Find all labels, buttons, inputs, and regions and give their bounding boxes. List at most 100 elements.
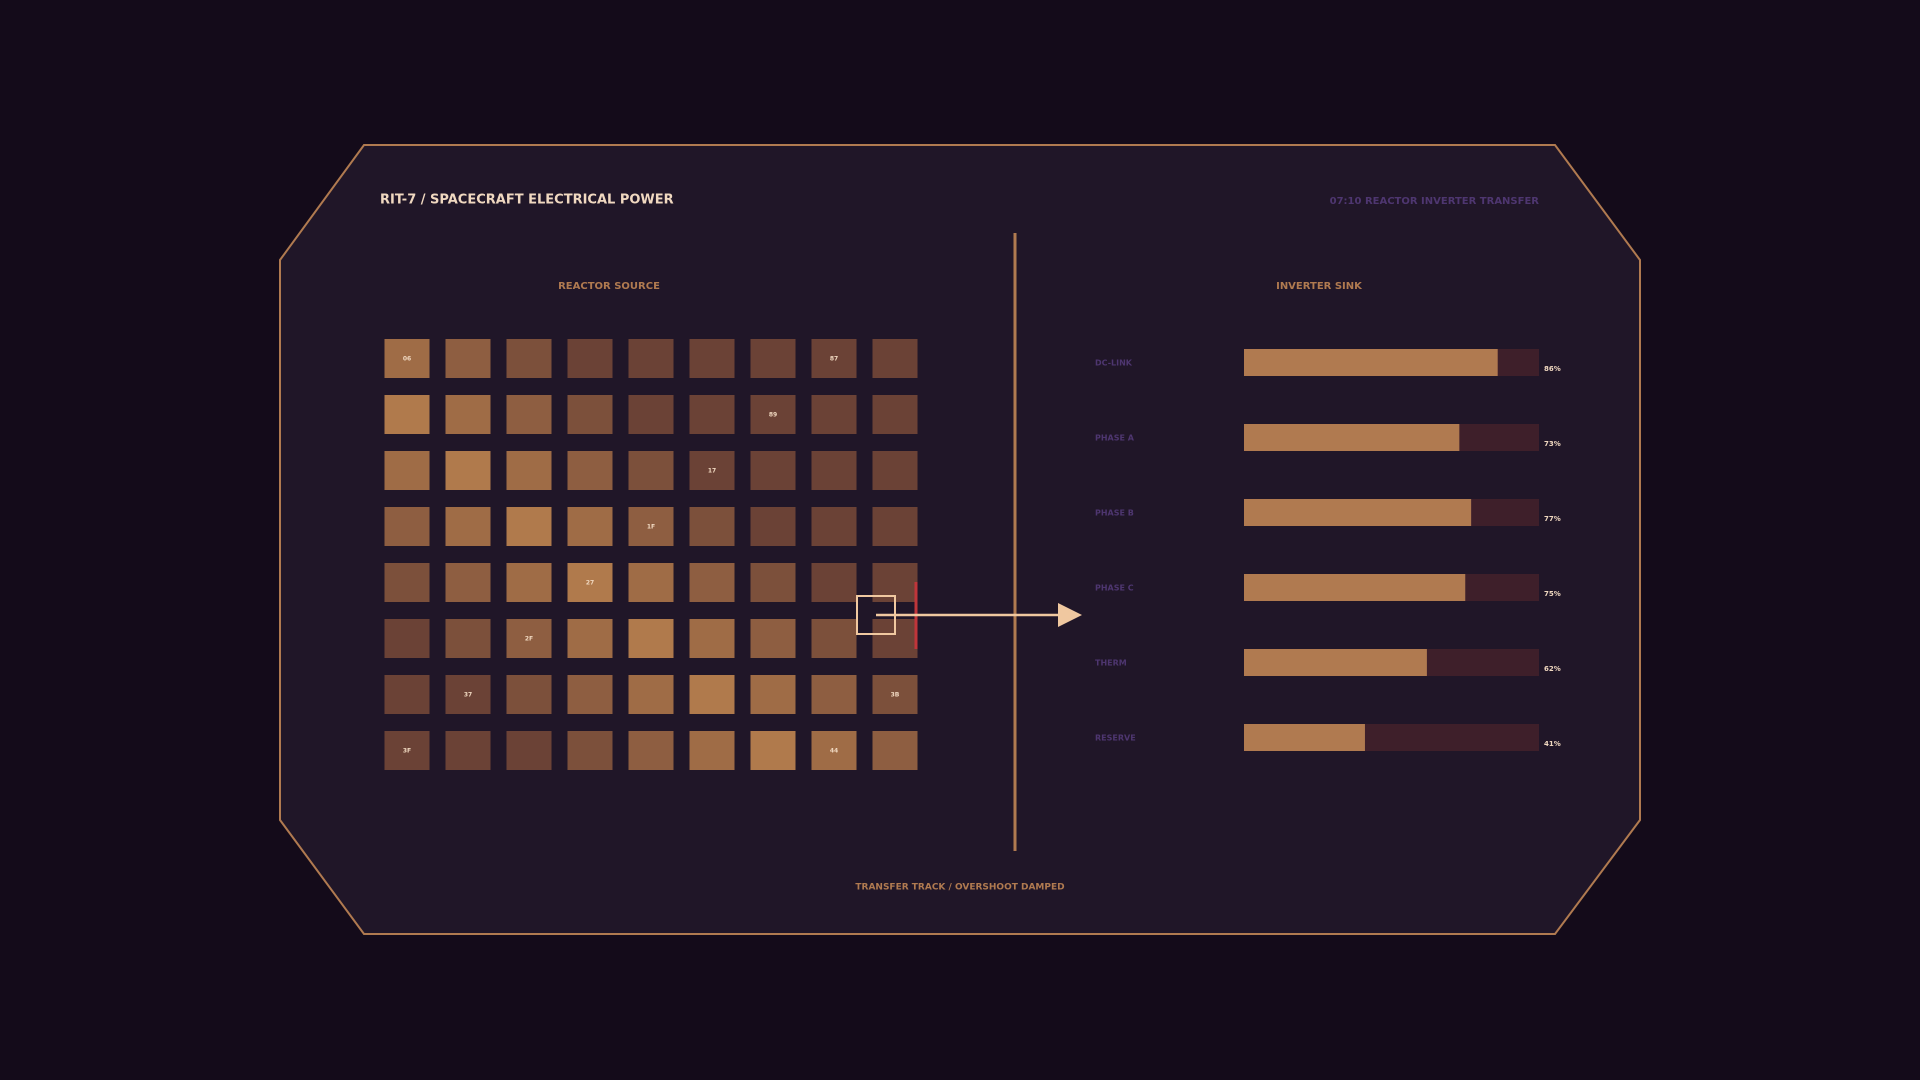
reactor-cell <box>628 731 674 770</box>
reactor-cell <box>506 675 552 714</box>
reactor-cell <box>384 339 430 378</box>
bar <box>1244 499 1472 526</box>
bar-label: PHASE C <box>1095 584 1134 593</box>
reactor-cell <box>628 675 674 714</box>
reactor-cell <box>872 395 918 434</box>
reactor-cell <box>445 507 491 546</box>
reactor-cell <box>506 339 552 378</box>
reactor-grid: 06 87 89 17 1F 27 2F 37 3B 3F 44 <box>384 339 918 770</box>
reactor-cell <box>689 675 735 714</box>
reactor-cell <box>811 563 857 602</box>
reactor-cell <box>506 731 552 770</box>
sink-title: INVERTER SINK <box>1276 281 1363 292</box>
reactor-cell <box>811 675 857 714</box>
reactor-cell <box>811 619 857 658</box>
sink-bars: DC-LINK 86% PHASE A 73% PHASE B 77% PHASE C 75%… <box>1095 349 1561 751</box>
bar <box>1244 649 1427 676</box>
cell-label: 89 <box>769 412 777 419</box>
bar <box>1244 724 1365 751</box>
value-label: 75% <box>1544 590 1561 598</box>
reactor-cell <box>445 619 491 658</box>
reactor-cell <box>689 619 735 658</box>
cell-label: 3B <box>891 692 900 699</box>
bar <box>1244 424 1460 451</box>
reactor-cell <box>872 675 918 714</box>
reactor-cell <box>567 507 613 546</box>
reactor-cell <box>628 451 674 490</box>
reactor-cell <box>567 675 613 714</box>
reactor-cell <box>384 451 430 490</box>
reactor-cell <box>628 563 674 602</box>
bar <box>1244 349 1498 376</box>
reactor-cell <box>872 339 918 378</box>
reactor-cell <box>811 451 857 490</box>
reactor-cell <box>628 619 674 658</box>
cell-label: 06 <box>403 356 411 363</box>
reactor-cell <box>384 731 430 770</box>
reactor-cell <box>445 451 491 490</box>
cell-label: 17 <box>708 468 716 475</box>
cell-label: 3F <box>403 748 411 755</box>
reactor-cell <box>506 395 552 434</box>
reactor-cell <box>689 507 735 546</box>
reactor-cell <box>384 563 430 602</box>
reactor-cell <box>689 395 735 434</box>
reactor-cell <box>872 507 918 546</box>
reactor-cell <box>384 675 430 714</box>
reactor-cell <box>689 451 735 490</box>
reactor-cell <box>567 451 613 490</box>
reactor-cell <box>445 731 491 770</box>
reactor-cell <box>506 507 552 546</box>
reactor-cell <box>689 339 735 378</box>
reactor-cell <box>445 395 491 434</box>
reactor-cell <box>811 507 857 546</box>
reactor-cell <box>750 619 796 658</box>
reactor-cell <box>811 395 857 434</box>
cell-label: 27 <box>586 580 594 587</box>
reactor-cell <box>872 731 918 770</box>
reactor-cell <box>384 507 430 546</box>
reactor-cell <box>750 395 796 434</box>
reactor-cell <box>689 731 735 770</box>
reactor-cell <box>506 563 552 602</box>
reactor-cell <box>445 563 491 602</box>
reactor-cell <box>628 395 674 434</box>
cell-label: 37 <box>464 692 472 699</box>
reactor-cell <box>567 395 613 434</box>
reactor-cell <box>750 507 796 546</box>
reactor-cell <box>567 339 613 378</box>
bar-label: RESERVE <box>1095 734 1136 743</box>
reactor-cell <box>567 731 613 770</box>
panel-title: RIT-7 / SPACECRAFT ELECTRICAL POWER <box>380 193 674 208</box>
value-label: 73% <box>1544 440 1561 448</box>
reactor-cell <box>506 619 552 658</box>
reactor-cell <box>567 563 613 602</box>
bar-label: DC-LINK <box>1095 359 1133 368</box>
cell-label: 2F <box>525 636 533 643</box>
reactor-cell <box>811 731 857 770</box>
reactor-cell <box>384 395 430 434</box>
reactor-cell <box>567 619 613 658</box>
bar-label: PHASE A <box>1095 434 1135 443</box>
reactor-cell <box>750 563 796 602</box>
reactor-cell <box>811 339 857 378</box>
reactor-cell <box>750 339 796 378</box>
reactor-cell <box>689 563 735 602</box>
reactor-cell <box>872 451 918 490</box>
value-label: 86% <box>1544 365 1561 373</box>
arrow-head <box>1058 603 1082 627</box>
reactor-cell <box>445 675 491 714</box>
reactor-cell <box>628 507 674 546</box>
source-title: REACTOR SOURCE <box>558 281 660 292</box>
reactor-cell <box>750 451 796 490</box>
reactor-cell <box>628 339 674 378</box>
value-label: 77% <box>1544 515 1561 523</box>
bar-label: PHASE B <box>1095 509 1134 518</box>
cell-label: 44 <box>830 748 838 755</box>
reactor-cell <box>445 339 491 378</box>
reactor-cell <box>384 619 430 658</box>
reactor-cell <box>506 451 552 490</box>
bar-label: THERM <box>1095 659 1127 668</box>
